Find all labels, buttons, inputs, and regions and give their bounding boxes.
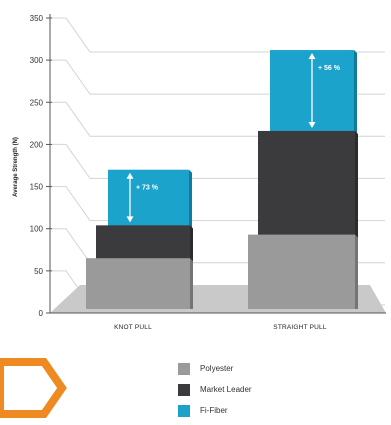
legend-label-polyester: Polyester (200, 364, 234, 373)
legend-item-polyester: Polyester (178, 362, 252, 375)
legend-item-fi-fiber: Fi-Fiber (178, 404, 252, 417)
bar-side (190, 258, 193, 309)
gridline (52, 59, 385, 95)
y-tick-label: 250 (30, 98, 44, 107)
legend-swatch-market-leader (178, 383, 190, 396)
x-axis-labels: KNOT PULL STRAIGHT PULL (114, 324, 327, 331)
arrow-head-down (126, 216, 134, 223)
x-category-label: KNOT PULL (114, 324, 152, 331)
y-tick-label: 350 (30, 14, 44, 23)
gridline (52, 186, 385, 222)
y-axis-title: Average Strength (N) (13, 137, 19, 197)
y-axis: 0 50 100 150 200 250 300 350 (30, 14, 386, 318)
gridlines (52, 17, 385, 306)
arrow-head-up (308, 53, 316, 60)
y-tick-label: 0 (39, 309, 44, 318)
bar-polyester-straight-pull (248, 234, 355, 309)
legend: Polyester Market Leader Fi-Fiber (178, 362, 252, 425)
orange-hexagon-outline (0, 358, 67, 418)
x-category-label: STRAIGHT PULL (273, 324, 327, 331)
bar-polyester-knot-pull (86, 258, 190, 309)
legend-swatch-polyester (178, 362, 190, 375)
gridline (52, 143, 385, 179)
gridline (52, 228, 385, 264)
y-tick-label: 300 (30, 56, 44, 65)
y-tick-label: 200 (30, 140, 44, 149)
annotations: + 73 % + 56 % (126, 53, 341, 223)
legend-label-market-leader: Market Leader (200, 385, 252, 394)
increase-label: + 73 % (136, 185, 159, 192)
bars (86, 50, 358, 309)
legend-item-market-leader: Market Leader (178, 383, 252, 396)
arrow-head-down (308, 121, 316, 128)
arrow-head-up (126, 172, 134, 179)
gridline (52, 101, 385, 137)
legend-label-fi-fiber: Fi-Fiber (200, 406, 228, 415)
increase-label: + 56 % (318, 65, 341, 72)
y-tick-label: 100 (30, 225, 44, 234)
gridline (52, 17, 385, 53)
y-tick-label: 150 (30, 183, 44, 192)
y-tick-label: 50 (34, 267, 43, 276)
legend-swatch-fi-fiber (178, 404, 190, 417)
bar-side (355, 234, 358, 309)
